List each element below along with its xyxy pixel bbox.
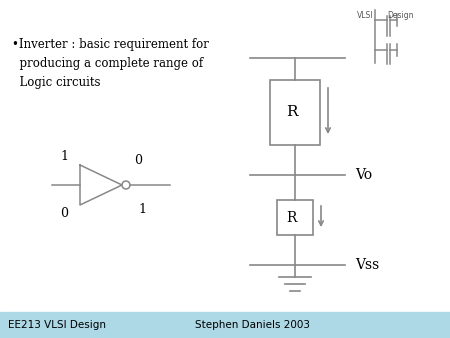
Bar	[270, 80, 320, 145]
Text: 1: 1	[138, 203, 146, 216]
Text: Vss: Vss	[355, 258, 379, 272]
Text: 1: 1	[60, 150, 68, 163]
Text: Vo: Vo	[355, 168, 372, 182]
Text: Design: Design	[387, 11, 414, 20]
Text: EE213 VLSI Design: EE213 VLSI Design	[8, 320, 106, 330]
Text: Stephen Daniels 2003: Stephen Daniels 2003	[195, 320, 310, 330]
Bar	[277, 200, 313, 235]
Text: 0: 0	[134, 154, 142, 167]
Text: •Inverter : basic requirement for
  producing a complete range of
  Logic circui: •Inverter : basic requirement for produc…	[12, 38, 209, 89]
Text: R: R	[286, 211, 296, 224]
Bar	[0, 312, 450, 338]
Text: 0: 0	[60, 207, 68, 220]
Text: R: R	[286, 105, 298, 120]
Text: VLSI: VLSI	[356, 11, 373, 20]
